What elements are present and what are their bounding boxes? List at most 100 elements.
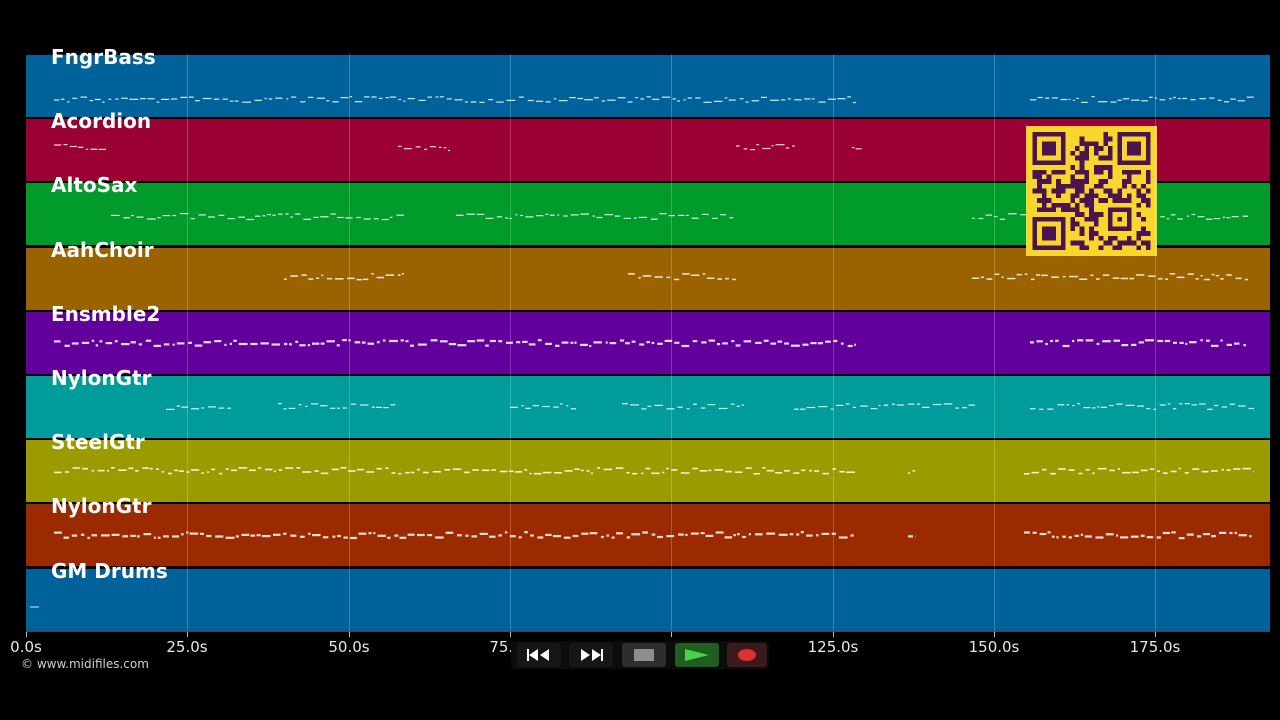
note-mark: [238, 342, 248, 346]
note-mark: [1001, 276, 1004, 278]
note-mark: [615, 467, 624, 469]
note-mark: [1090, 274, 1094, 276]
note-mark: [163, 535, 169, 538]
track-name: FngrBass: [51, 45, 156, 69]
note-mark: [831, 532, 836, 535]
note-mark: [81, 341, 90, 344]
note-mark: [1184, 403, 1190, 405]
note-mark: [299, 535, 305, 538]
note-mark: [427, 534, 433, 537]
note-mark: [955, 407, 960, 409]
note-mark: [809, 469, 813, 472]
note-mark: [836, 404, 844, 406]
note-mark: [1249, 535, 1252, 538]
note-mark: [496, 101, 504, 103]
note-mark: [1091, 96, 1095, 98]
note-mark: [579, 343, 588, 346]
note-mark: [95, 344, 99, 347]
track-notes: [54, 339, 1246, 348]
note-mark: [1157, 339, 1163, 343]
note-mark: [218, 214, 225, 216]
note-mark: [838, 536, 848, 539]
gridline: [833, 54, 834, 631]
note-mark: [400, 339, 404, 342]
note-mark: [310, 403, 319, 405]
note-mark: [1226, 343, 1232, 346]
note-mark: [470, 101, 477, 103]
note-mark: [1068, 536, 1072, 539]
note-mark: [510, 406, 518, 408]
note-mark: [592, 215, 595, 217]
note-mark: [566, 405, 569, 407]
note-mark: [1185, 342, 1188, 345]
note-mark: [1209, 97, 1215, 99]
note-mark: [690, 532, 699, 535]
note-mark: [1036, 340, 1043, 343]
note-mark: [438, 146, 442, 148]
note-mark: [371, 406, 375, 408]
note-mark: [569, 97, 576, 99]
note-mark: [1024, 531, 1030, 534]
note-mark: [518, 96, 524, 98]
rewind-icon: [527, 649, 549, 661]
note-mark: [999, 218, 1005, 220]
axis-tick: [187, 632, 188, 637]
qr-code[interactable]: [1026, 126, 1157, 256]
note-mark: [250, 534, 256, 537]
note-mark: [690, 274, 700, 276]
note-mark: [1007, 277, 1016, 280]
note-mark: [806, 534, 813, 537]
note-mark: [94, 98, 101, 101]
fast-forward-button[interactable]: [569, 643, 613, 667]
note-mark: [163, 343, 170, 346]
track-name: Ensmble2: [51, 302, 161, 326]
note-mark: [410, 471, 415, 474]
note-mark: [1051, 97, 1058, 99]
note-mark: [417, 343, 427, 346]
note-mark: [678, 214, 685, 216]
note-mark: [439, 96, 444, 98]
play-button[interactable]: [675, 643, 719, 667]
note-mark: [1102, 340, 1111, 343]
note-mark: [609, 342, 617, 345]
note-mark: [499, 470, 508, 473]
note-mark: [506, 341, 513, 344]
note-mark: [739, 98, 744, 100]
note-mark: [354, 101, 363, 103]
note-mark: [326, 100, 330, 102]
note-mark: [1179, 403, 1183, 405]
record-button[interactable]: [727, 643, 767, 667]
note-mark: [101, 534, 110, 537]
note-mark: [190, 469, 200, 471]
note-mark: [1243, 344, 1246, 347]
note-mark: [794, 408, 799, 410]
note-mark: [1045, 97, 1050, 99]
note-mark: [828, 98, 836, 100]
note-mark: [203, 341, 212, 344]
note-mark: [284, 278, 287, 280]
note-mark: [701, 341, 707, 344]
note-mark: [1096, 342, 1100, 345]
time-axis-line: [26, 631, 1270, 632]
note-mark: [626, 471, 630, 474]
note-mark: [1211, 344, 1219, 347]
note-mark: [1020, 214, 1029, 216]
note-mark: [770, 342, 777, 345]
note-mark: [545, 101, 551, 103]
note-mark: [545, 213, 549, 215]
rewind-button[interactable]: [517, 643, 561, 667]
note-mark: [1221, 406, 1228, 408]
note-mark: [1024, 273, 1028, 275]
note-mark: [785, 147, 790, 149]
stop-button[interactable]: [622, 643, 666, 667]
note-mark: [1042, 468, 1047, 471]
note-mark: [506, 99, 516, 101]
note-mark: [157, 217, 161, 219]
note-mark: [1158, 278, 1163, 280]
note-mark: [818, 101, 826, 103]
note-mark: [708, 339, 715, 342]
note-mark: [457, 534, 462, 537]
note-mark: [755, 341, 762, 344]
note-mark: [1039, 408, 1044, 410]
